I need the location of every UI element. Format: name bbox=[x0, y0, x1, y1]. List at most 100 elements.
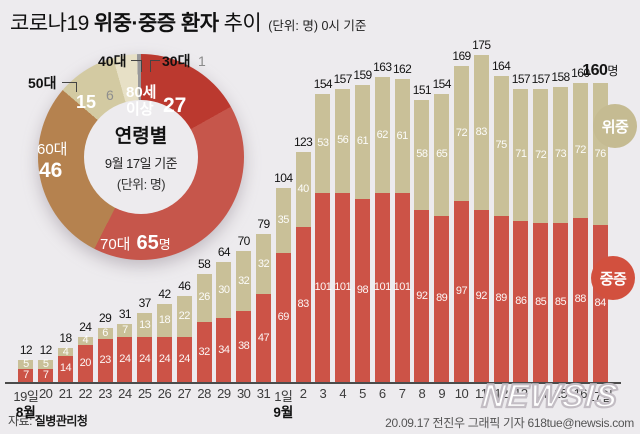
stacked-bar: 31 7 24 bbox=[117, 307, 133, 382]
donut-center-title: 연령별 bbox=[114, 126, 168, 147]
jungjeung-value: 69 bbox=[277, 311, 290, 324]
jungjeung-value: 97 bbox=[455, 284, 468, 297]
jungjeung-segment: 89 bbox=[434, 215, 450, 382]
connector-50s bbox=[62, 82, 77, 92]
stacked-bar: 151 58 92 bbox=[413, 83, 432, 382]
jungjeung-segment: 23 bbox=[97, 339, 113, 382]
wijung-segment: 61 bbox=[355, 84, 370, 199]
wijung-segment: 5 bbox=[38, 358, 54, 369]
stacked-bar: 123 40 83 bbox=[294, 135, 313, 382]
jungjeung-value: 34 bbox=[218, 343, 230, 356]
jungjeung-segment: 84 bbox=[592, 225, 608, 382]
x-tick-label: 24 bbox=[118, 386, 132, 401]
jungjeung-value: 92 bbox=[416, 289, 428, 302]
wijung-segment: 62 bbox=[374, 77, 390, 194]
wijung-value: 83 bbox=[475, 126, 488, 139]
total-label: 164 bbox=[491, 58, 511, 73]
source-name: 질병관리청 bbox=[34, 414, 88, 428]
stacked-bar: 12 5 7 bbox=[18, 343, 34, 382]
wijung-value: 5 bbox=[23, 357, 29, 370]
jungjeung-segment: 85 bbox=[533, 223, 549, 382]
x-tick-label: 13 bbox=[514, 386, 528, 401]
source-line: 자료: 질병관리청 bbox=[8, 412, 88, 429]
wijung-segment: 83 bbox=[473, 55, 489, 211]
wijung-value: 58 bbox=[416, 148, 428, 161]
wijung-segment: 73 bbox=[553, 86, 568, 224]
x-tick-label: 20 bbox=[38, 386, 53, 401]
wijung-value: 26 bbox=[198, 291, 210, 304]
wijung-segment: 71 bbox=[513, 88, 529, 222]
jungjeung-value: 89 bbox=[495, 292, 507, 305]
x-tick-label: 3 bbox=[319, 386, 327, 401]
x-tick-label: 21 bbox=[58, 386, 73, 401]
jungjeung-segment: 101 bbox=[374, 193, 391, 382]
total-label: 46 bbox=[178, 279, 191, 294]
wijung-segment: 22 bbox=[176, 296, 192, 338]
title-bold: 위중·중증 환자 bbox=[93, 12, 219, 35]
wijung-segment: 18 bbox=[157, 303, 172, 338]
jungjeung-value: 101 bbox=[334, 281, 352, 294]
jungjeung-segment: 14 bbox=[58, 355, 73, 382]
stacked-bar: 169 72 97 bbox=[452, 49, 471, 382]
wijung-value: 65 bbox=[436, 148, 448, 161]
x-tick-label: 19일 bbox=[13, 389, 39, 404]
jungjeung-segment: 7 bbox=[38, 368, 54, 382]
total-label: 12 bbox=[39, 342, 53, 357]
jungjeung-segment: 88 bbox=[572, 217, 588, 382]
wijung-segment: 56 bbox=[335, 88, 351, 194]
wijung-value: 61 bbox=[356, 135, 369, 148]
credit-line: 20.09.17 전진우 그래픽 기자 618tue@newsis.com bbox=[385, 416, 634, 430]
wijung-value: 4 bbox=[82, 334, 89, 347]
donut-value-30s: 1 bbox=[198, 53, 206, 69]
x-tick-label: 31 bbox=[256, 386, 271, 401]
jungjeung-value: 7 bbox=[42, 368, 49, 381]
donut-label-50s: 50대 bbox=[28, 75, 57, 91]
stacked-bar: 18 4 14 bbox=[58, 331, 73, 382]
x-tick-label: 6 bbox=[378, 386, 386, 401]
wijung-segment: 58 bbox=[414, 99, 430, 211]
jungjeung-value: 14 bbox=[59, 362, 72, 375]
total-label: 64 bbox=[217, 245, 231, 260]
x-tick-label: 2 bbox=[299, 386, 307, 401]
wijung-value: 76 bbox=[594, 147, 606, 160]
donut-center-unit: (단위: 명) bbox=[116, 177, 166, 192]
jungjeung-value: 92 bbox=[475, 289, 488, 302]
total-label: 159 bbox=[353, 67, 372, 82]
wijung-segment: 4 bbox=[58, 346, 73, 357]
stacked-bar: 46 22 24 bbox=[176, 279, 192, 382]
source-label: 자료: bbox=[8, 414, 32, 428]
total-label: 157 bbox=[511, 71, 531, 86]
x-tick-label: 17일 bbox=[587, 389, 613, 404]
wijung-segment: 32 bbox=[236, 251, 252, 311]
stacked-bar: 154 65 89 bbox=[433, 77, 451, 382]
jungjeung-value: 83 bbox=[297, 297, 309, 310]
stacked-bar: 104 35 69 bbox=[274, 171, 293, 382]
x-tick-label: 25 bbox=[137, 386, 152, 401]
stacked-bar: 58 26 32 bbox=[196, 257, 212, 382]
donut-label-80plus: 80세 이상 bbox=[126, 84, 157, 118]
donut-value-40s: 6 bbox=[106, 87, 114, 103]
x-tick-label: 1일 bbox=[274, 389, 293, 404]
wijung-segment: 72 bbox=[454, 66, 469, 201]
jungjeung-segment: 92 bbox=[414, 210, 430, 382]
wijung-segment: 61 bbox=[394, 79, 410, 194]
age-donut-chart: 연령별 9월 17일 기준 (단위: 명) bbox=[38, 54, 244, 260]
jungjeung-value: 85 bbox=[535, 296, 547, 309]
total-label: 31 bbox=[118, 307, 132, 322]
total-label: 18 bbox=[59, 331, 72, 346]
total-label: 151 bbox=[412, 82, 432, 97]
month-label: 9월 bbox=[273, 405, 294, 420]
donut-label-70s: 70대 bbox=[100, 236, 131, 253]
donut-label-60s: 60대 bbox=[37, 141, 68, 158]
total-label: 162 bbox=[392, 62, 412, 77]
total-label: 154 bbox=[313, 77, 333, 92]
connector-40s bbox=[131, 60, 142, 72]
stacked-bar: 12 5 7 bbox=[38, 343, 54, 382]
wijung-segment: 6 bbox=[97, 327, 113, 340]
wijung-segment: 72 bbox=[533, 88, 549, 224]
stacked-bar: 29 6 23 bbox=[97, 311, 113, 382]
wijung-value: 18 bbox=[158, 313, 171, 326]
stacked-bar: 70 32 38 bbox=[236, 234, 252, 382]
jungjeung-value: 88 bbox=[574, 293, 587, 306]
donut-value-60s: 46 bbox=[39, 159, 63, 182]
